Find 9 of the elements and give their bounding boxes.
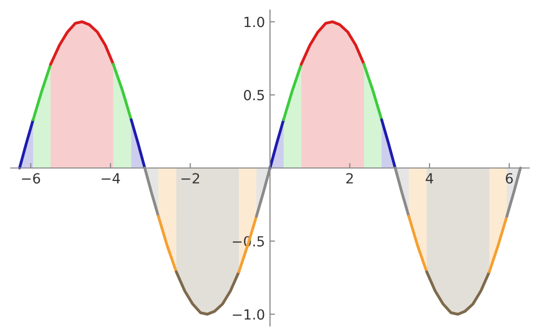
x-tick-label: 4 [426,173,434,184]
y-tick-label: −1.0 [232,309,264,320]
x-tick-label: −2 [181,173,200,184]
x-tick-label: −6 [22,173,40,184]
y-tick-label: 0.5 [244,90,264,100]
x-tick-label: 2 [346,173,353,184]
x-tick-label: −4 [102,173,120,184]
y-tick-label: 1.0 [244,16,264,28]
x-tick-label: 6 [506,173,513,184]
